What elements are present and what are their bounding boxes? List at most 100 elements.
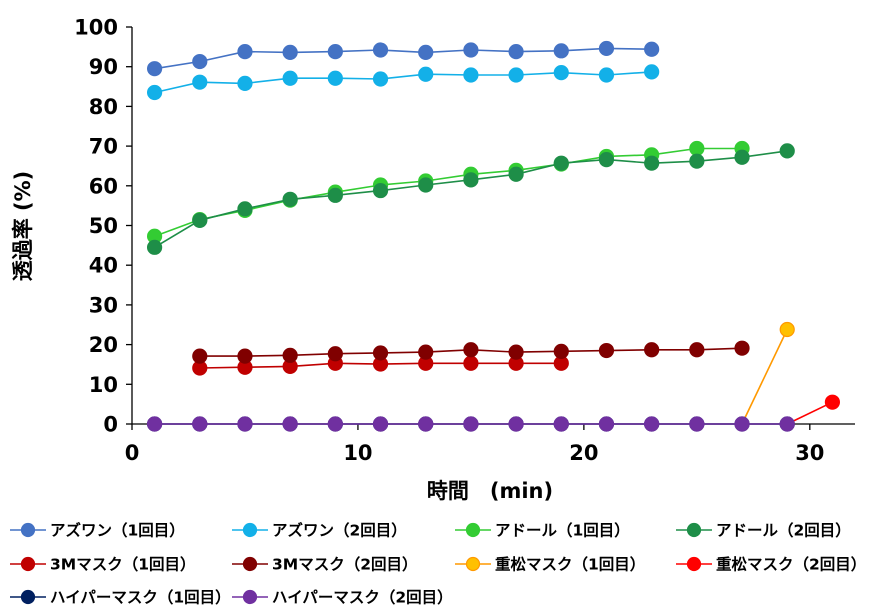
data-point: [644, 64, 660, 80]
legend-item: 3Mマスク（2回目）: [232, 556, 418, 574]
data-point: [779, 416, 795, 432]
y-axis-title: 透過率 (%): [11, 171, 35, 282]
series-layer: [146, 40, 841, 432]
y-tick-label: 100: [74, 16, 118, 40]
data-point: [327, 416, 343, 432]
series-7: [741, 321, 795, 425]
data-point: [146, 239, 163, 255]
data-point: [508, 416, 524, 432]
data-point: [237, 201, 253, 217]
series-line: [154, 71, 652, 94]
legend-marker: [686, 556, 702, 572]
data-point: [598, 342, 615, 359]
data-point: [327, 187, 343, 203]
data-point: [282, 70, 298, 86]
data-point: [508, 67, 524, 83]
legend-marker: [20, 589, 36, 605]
legend-marker: [20, 522, 36, 538]
x-axis-title: 時間 (min): [427, 479, 553, 503]
data-point: [553, 343, 569, 359]
x-tick-label: 30: [795, 441, 824, 465]
legend-marker: [20, 556, 36, 572]
data-point: [463, 67, 479, 83]
data-point: [372, 182, 389, 199]
data-point: [689, 342, 705, 358]
y-tick-label: 90: [89, 55, 118, 79]
series-line: [741, 329, 788, 425]
data-point: [598, 67, 615, 83]
data-point: [418, 416, 434, 432]
data-point: [734, 149, 750, 165]
data-point: [282, 416, 298, 432]
legend-item: 3Mマスク（1回目）: [10, 556, 196, 574]
y-tick-label: 0: [103, 413, 118, 437]
legend-item: アドール（2回目）: [676, 522, 851, 540]
y-tick-label: 50: [89, 214, 118, 238]
data-point: [463, 342, 479, 358]
x-tick-label: 20: [569, 441, 598, 465]
data-point: [553, 43, 569, 59]
data-point: [327, 44, 343, 60]
data-point: [689, 140, 705, 157]
data-point: [372, 42, 389, 58]
legend-marker: [242, 556, 258, 572]
legend-label: 3Mマスク（1回目）: [50, 556, 196, 574]
data-point: [192, 212, 208, 228]
x-tick-label: 0: [125, 441, 140, 465]
data-point: [824, 394, 841, 410]
data-point: [192, 416, 208, 432]
legend-item: アドール（1回目）: [455, 522, 630, 540]
axes-layer: 0 10 20 30 40 50 60 70 80 90 100 0 10 20 30: [74, 16, 855, 465]
data-point: [553, 65, 569, 81]
data-point: [146, 61, 163, 77]
data-point: [146, 416, 163, 432]
series-10: [146, 416, 795, 432]
legend: アズワン（1回目） アズワン（2回目） アドール（1回目） アドール（2回目） 3Mマス…: [10, 521, 866, 606]
legend-label: アズワン（1回目）: [50, 521, 185, 540]
data-point: [463, 172, 479, 188]
legend-marker: [465, 522, 481, 538]
data-point: [192, 53, 208, 70]
data-point: [734, 340, 750, 356]
y-tick-label: 20: [89, 333, 118, 357]
data-point: [146, 84, 163, 101]
data-point: [372, 71, 389, 87]
legend-label: アズワン（2回目）: [272, 521, 407, 540]
data-point: [418, 177, 434, 193]
x-tick-label: 10: [343, 441, 372, 465]
data-point: [689, 416, 705, 432]
series-line: [786, 401, 833, 425]
legend-item: ハイパーマスク（2回目）: [232, 589, 453, 606]
data-point: [282, 44, 298, 61]
data-point: [192, 74, 208, 90]
data-point: [418, 344, 434, 360]
data-point: [282, 347, 298, 363]
data-point: [463, 42, 479, 58]
data-point: [644, 416, 660, 432]
data-point: [237, 44, 253, 60]
data-point: [779, 143, 795, 159]
legend-item: アズワン（2回目）: [232, 521, 407, 540]
legend-marker: [242, 522, 258, 538]
legend-marker: [242, 589, 258, 605]
data-point: [237, 75, 253, 91]
data-point: [372, 345, 389, 361]
series-2: [146, 64, 660, 101]
data-point: [508, 344, 524, 360]
data-point: [463, 355, 479, 371]
legend-label: ハイパーマスク（1回目）: [50, 589, 231, 606]
data-point: [598, 151, 615, 168]
series-3: [146, 140, 750, 244]
legend-label: アドール（2回目）: [716, 522, 851, 540]
data-point: [644, 342, 660, 358]
data-point: [508, 166, 524, 182]
data-point: [463, 416, 479, 432]
legend-item: アズワン（1回目）: [10, 521, 185, 540]
legend-label: 重松マスク（2回目）: [716, 555, 866, 574]
data-point: [644, 41, 660, 57]
series-line: [154, 47, 652, 70]
legend-label: アドール（1回目）: [495, 522, 630, 540]
legend-marker: [465, 556, 481, 572]
data-point: [418, 44, 434, 61]
data-point: [237, 348, 253, 364]
